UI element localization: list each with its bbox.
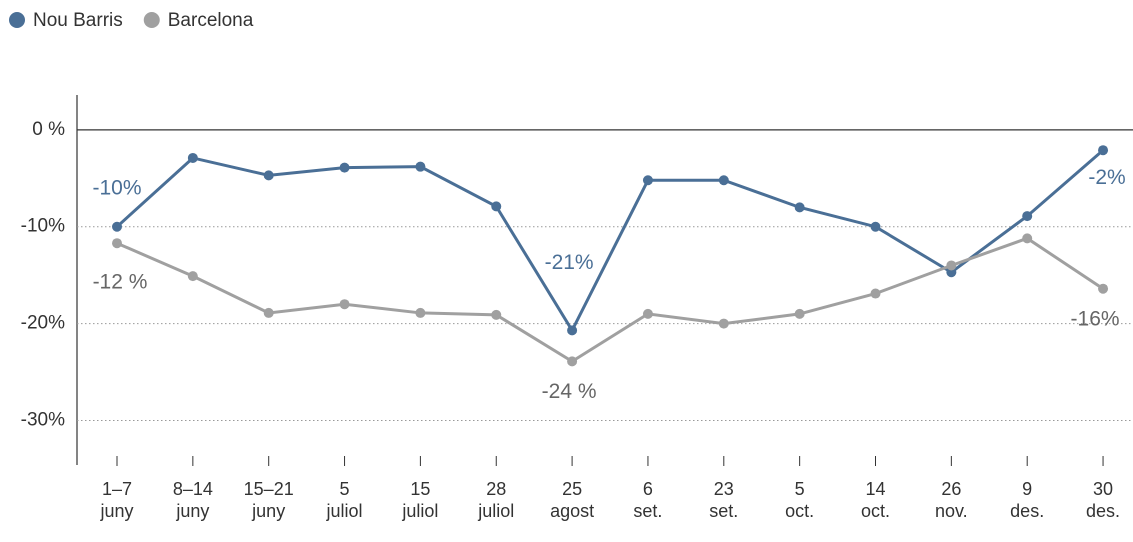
data-label: -10% [92, 176, 141, 199]
point [491, 201, 502, 212]
point [794, 202, 805, 213]
x-tick-label: 15 juliol [402, 479, 439, 521]
y-tick-label: -30% [21, 409, 65, 430]
point [1098, 283, 1109, 294]
line [115, 149, 1105, 334]
legend-label: Barcelona [168, 10, 254, 31]
point [718, 175, 729, 186]
x-tick-label: 5 juliol [326, 479, 363, 521]
data-label: -16% [1071, 307, 1120, 330]
point [415, 161, 426, 172]
y-tick-label: 0 % [32, 119, 65, 140]
data-label: -24 % [542, 380, 597, 403]
x-tick-label: 25 agost [550, 479, 595, 521]
point [263, 170, 274, 181]
x-tick-label: 8–14 juny [172, 479, 213, 521]
point [1022, 233, 1033, 244]
point [567, 356, 578, 367]
point [112, 221, 122, 232]
point [263, 307, 274, 318]
point [870, 288, 881, 299]
data-label: -2% [1088, 166, 1125, 189]
line [116, 236, 1104, 364]
point [339, 162, 350, 173]
x-tick-label: 5 oct. [785, 479, 815, 521]
point [870, 221, 881, 232]
data-label: -21% [545, 251, 594, 274]
point [187, 271, 198, 282]
x-tick-label: 26 nov. [935, 479, 968, 521]
point [491, 309, 502, 320]
point [112, 238, 122, 249]
point [567, 325, 578, 336]
x-tick-label: 14 oct. [860, 479, 890, 521]
x-tick-label: 15–21 juny [243, 479, 294, 521]
point [187, 152, 198, 163]
point [794, 308, 805, 319]
x-tick-label: 9 des. [1010, 479, 1045, 521]
point [339, 299, 350, 310]
x-tick-label: 28 juliol [478, 479, 515, 521]
point [642, 175, 653, 186]
point [718, 318, 729, 329]
x-tick-label: 30 des. [1086, 479, 1121, 521]
y-tick-label: -20% [21, 313, 65, 334]
x-tick-label: 6 set. [633, 479, 663, 521]
legend-marker [143, 12, 160, 28]
point [1098, 145, 1109, 156]
y-tick-label: -10% [21, 216, 65, 237]
point [946, 260, 957, 271]
point [1022, 211, 1033, 222]
legend-marker [9, 12, 25, 28]
x-tick-label: 23 set. [709, 479, 739, 521]
x-tick-label: 1–7 juny [100, 479, 134, 521]
point [642, 308, 653, 319]
point [415, 307, 426, 318]
data-label: -12 % [93, 271, 148, 294]
legend-label: Nou Barris [33, 10, 123, 31]
